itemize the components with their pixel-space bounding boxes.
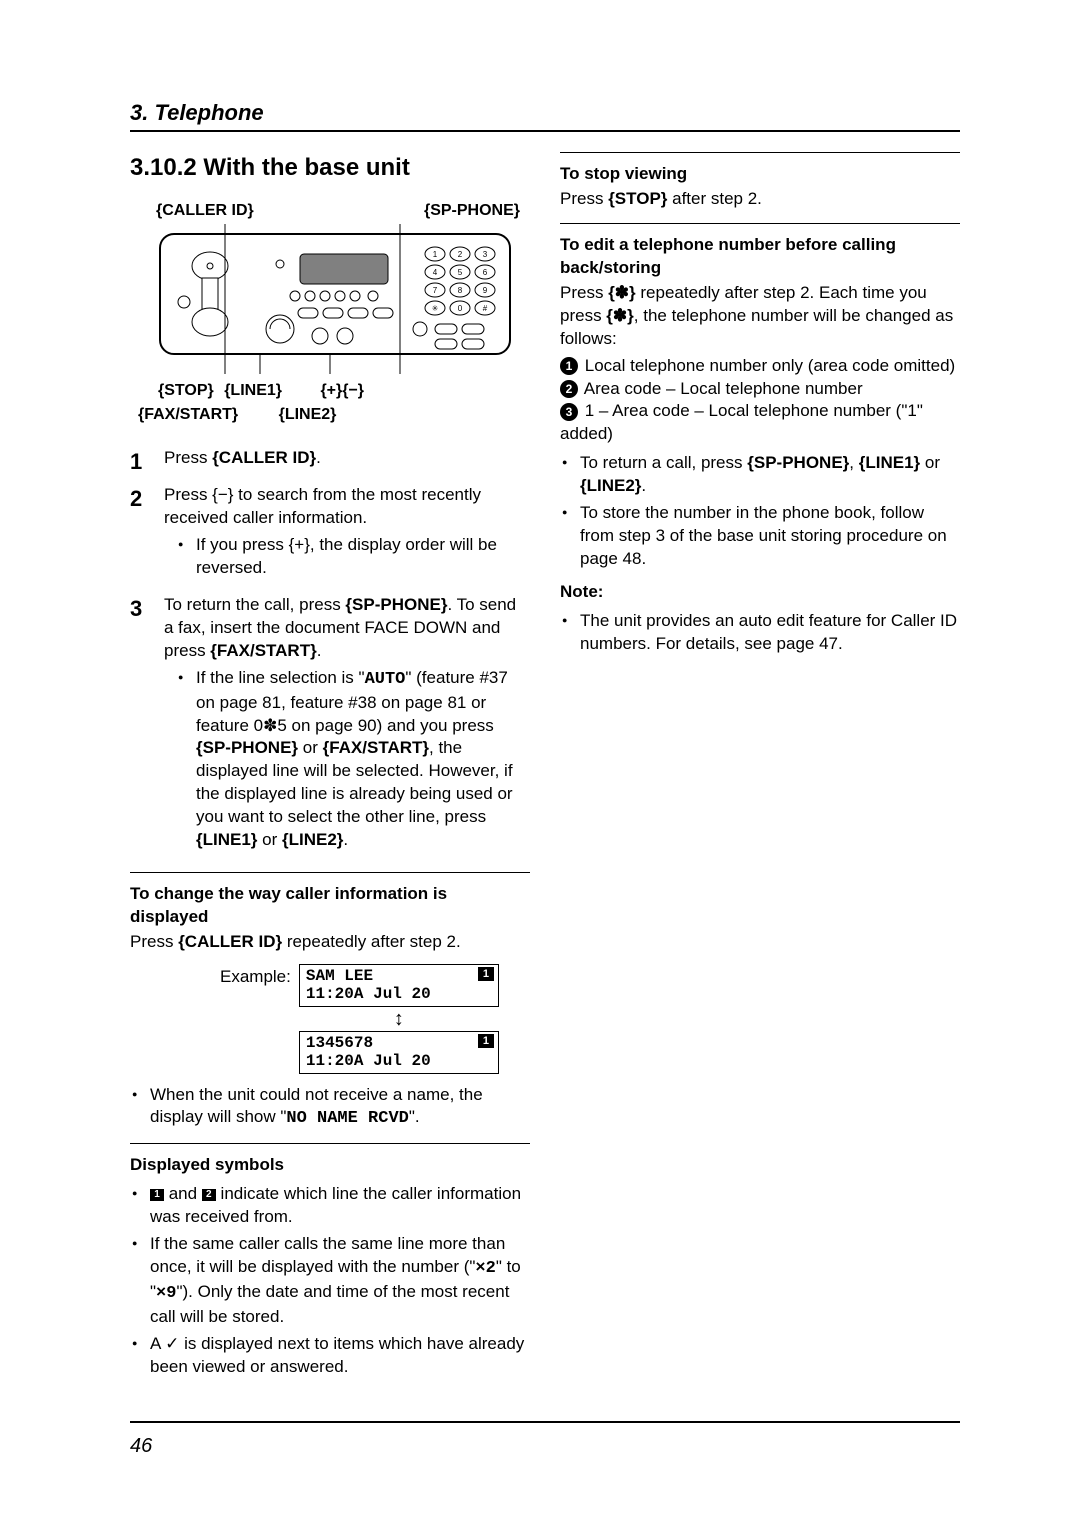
step-3-bullet: If the line selection is "AUTO" (feature… bbox=[182, 667, 530, 853]
edit-option-1: 1 Local telephone number only (area code… bbox=[560, 355, 960, 378]
badge-1-icon: 1 bbox=[150, 1189, 164, 1201]
circled-2-icon: 2 bbox=[560, 380, 578, 398]
svg-text:6: 6 bbox=[483, 268, 488, 277]
svg-text:2: 2 bbox=[458, 250, 463, 259]
note-bullet: The unit provides an auto edit feature f… bbox=[562, 610, 960, 656]
step-2-bullet: If you press {+}, the display order will… bbox=[182, 534, 530, 580]
svg-text:7: 7 bbox=[433, 286, 438, 295]
edit-number-para: Press {✽} repeatedly after step 2. Each … bbox=[560, 282, 960, 351]
svg-text:5: 5 bbox=[458, 268, 463, 277]
edit-bullet-1: To return a call, press {SP-PHONE}, {LIN… bbox=[562, 452, 960, 498]
svg-text:✳: ✳ bbox=[432, 304, 439, 313]
svg-text:#: # bbox=[483, 304, 488, 313]
no-name-note: When the unit could not receive a name, … bbox=[132, 1084, 530, 1132]
section-title: 3.10.2 With the base unit bbox=[130, 152, 530, 184]
change-display-head: To change the way caller information is … bbox=[130, 883, 530, 929]
circled-1-icon: 1 bbox=[560, 357, 578, 375]
label-line1: {LINE1} bbox=[224, 380, 282, 402]
example-label: Example: bbox=[220, 966, 291, 989]
symbols-bullet-2: If the same caller calls the same line m… bbox=[132, 1233, 530, 1329]
step-3: To return the call, press {SP-PHONE}. To… bbox=[130, 594, 530, 852]
displayed-symbols-head: Displayed symbols bbox=[130, 1154, 530, 1177]
circled-3-icon: 3 bbox=[560, 403, 578, 421]
edit-option-2: 2 Area code – Local telephone number bbox=[560, 378, 960, 401]
footer-rule bbox=[130, 1421, 960, 1423]
label-line2: {LINE2} bbox=[279, 406, 337, 423]
label-sp-phone: {SP-PHONE} bbox=[424, 200, 520, 222]
page-number: 46 bbox=[130, 1435, 152, 1458]
stop-viewing-head: To stop viewing bbox=[560, 163, 960, 186]
svg-text:1: 1 bbox=[433, 250, 438, 259]
steps-list: Press {CALLER ID}. Press {−} to search f… bbox=[130, 447, 530, 852]
note-head: Note: bbox=[560, 581, 960, 604]
svg-text:4: 4 bbox=[433, 268, 438, 277]
edit-option-3: 3 1 – Area code – Local telephone number… bbox=[560, 400, 960, 446]
label-stop: {STOP} bbox=[158, 380, 214, 402]
symbols-bullet-3: A ✓ is displayed next to items which hav… bbox=[132, 1333, 530, 1379]
badge-2-icon: 2 bbox=[202, 1189, 216, 1201]
step-2: Press {−} to search from the most recent… bbox=[130, 484, 530, 580]
svg-text:8: 8 bbox=[458, 286, 463, 295]
label-faxstart: {FAX/START} bbox=[138, 406, 238, 423]
lcd-badge-icon: 1 bbox=[478, 1034, 494, 1048]
edit-bullet-2: To store the number in the phone book, f… bbox=[562, 502, 960, 571]
step-2-text: Press {−} to search from the most recent… bbox=[164, 485, 481, 527]
updown-arrow-icon: ↕ bbox=[394, 1009, 404, 1029]
label-caller-id: {CALLER ID} bbox=[156, 200, 254, 222]
svg-text:0: 0 bbox=[458, 304, 463, 313]
change-display-text: Press {CALLER ID} repeatedly after step … bbox=[130, 931, 530, 954]
base-unit-diagram: 1 2 3 4 5 6 7 8 9 ✳ 0 # bbox=[150, 224, 520, 374]
symbols-bullet-1: 1 and 2 indicate which line the caller i… bbox=[132, 1183, 530, 1229]
lcd-display-2: 1345678 11:20A Jul 201 bbox=[299, 1031, 499, 1074]
edit-number-head: To edit a telephone number before callin… bbox=[560, 234, 960, 280]
label-plus-minus: {+}{−} bbox=[320, 380, 364, 402]
lcd-badge-icon: 1 bbox=[478, 967, 494, 981]
lcd-display-1: SAM LEE 11:20A Jul 201 bbox=[299, 964, 499, 1007]
svg-text:9: 9 bbox=[483, 286, 488, 295]
stop-viewing-text: Press {STOP} after step 2. bbox=[560, 188, 960, 211]
step-1: Press {CALLER ID}. bbox=[130, 447, 530, 470]
chapter-heading: 3. Telephone bbox=[130, 100, 960, 132]
svg-text:3: 3 bbox=[483, 250, 488, 259]
